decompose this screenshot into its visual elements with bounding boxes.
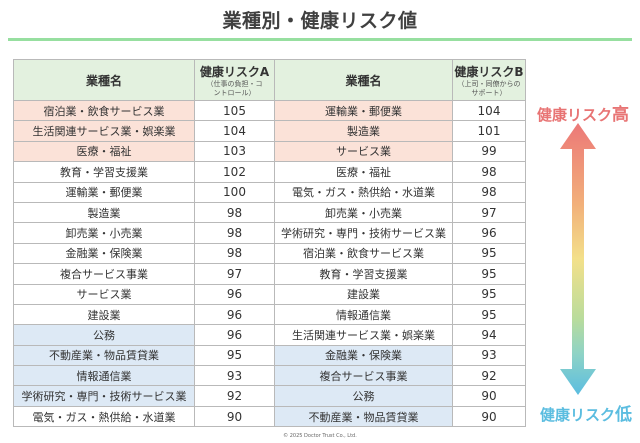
risk-b-value: 96 [452, 222, 526, 244]
industry-a-cell: 生活関連サービス業・娯楽業 [13, 120, 195, 142]
industry-b-cell: 製造業 [274, 120, 453, 142]
industry-b-cell: 宿泊業・飲食サービス業 [274, 242, 453, 265]
risk-table: 業種名 健康リスクA （仕事の負担・コントロール） 業種名 健康リスクB （上司… [13, 59, 526, 428]
table-row: 製造業 98 卸売業・小売業 97 [13, 201, 526, 224]
industry-a-cell: 複合サービス事業 [13, 263, 195, 285]
industry-a-cell: サービス業 [13, 283, 195, 305]
table-row: 生活関連サービス業・娯楽業 104 製造業 101 [13, 120, 526, 142]
industry-a-cell: 製造業 [13, 201, 195, 224]
industry-b-cell: 情報通信業 [274, 303, 453, 326]
industry-b-cell: 運輸業・郵便業 [274, 99, 453, 122]
legend-risk-low: 健康リスク低 [540, 405, 633, 425]
industry-b-cell: 複合サービス事業 [274, 365, 453, 387]
table-row: 金融業・保険業 98 宿泊業・飲食サービス業 95 [13, 242, 526, 265]
risk-a-value: 100 [194, 181, 275, 203]
risk-a-value: 98 [194, 201, 275, 224]
risk-b-value: 94 [452, 324, 526, 346]
risk-b-value: 92 [452, 365, 526, 387]
header-industry-a: 業種名 [13, 59, 195, 101]
industry-b-cell: 医療・福祉 [274, 161, 453, 183]
industry-b-cell: 教育・学習支援業 [274, 263, 453, 285]
risk-b-value: 97 [452, 201, 526, 224]
risk-a-value: 90 [194, 405, 275, 428]
table-row: 建設業 96 情報通信業 95 [13, 303, 526, 326]
table-row: 教育・学習支援業 102 医療・福祉 98 [13, 161, 526, 183]
risk-a-value: 95 [194, 344, 275, 367]
table-row: 宿泊業・飲食サービス業 105 運輸業・郵便業 104 [13, 99, 526, 122]
industry-b-cell: 学術研究・専門・技術サービス業 [274, 222, 453, 244]
header-risk-a: 健康リスクA （仕事の負担・コントロール） [194, 59, 275, 101]
table-row: 公務 96 生活関連サービス業・娯楽業 94 [13, 324, 526, 346]
table-header-row: 業種名 健康リスクA （仕事の負担・コントロール） 業種名 健康リスクB （上司… [13, 59, 526, 101]
industry-b-cell: 卸売業・小売業 [274, 201, 453, 224]
industry-b-cell: 建設業 [274, 283, 453, 305]
risk-b-value: 95 [452, 263, 526, 285]
industry-a-cell: 建設業 [13, 303, 195, 326]
header-risk-a-note: （仕事の負担・コントロール） [206, 79, 263, 97]
risk-b-value: 104 [452, 99, 526, 122]
industry-a-cell: 教育・学習支援業 [13, 161, 195, 183]
risk-b-value: 95 [452, 283, 526, 305]
table-row: サービス業 96 建設業 95 [13, 283, 526, 305]
industry-a-cell: 不動産業・物品賃貸業 [13, 344, 195, 367]
industry-b-cell: 電気・ガス・熱供給・水道業 [274, 181, 453, 203]
table-row: 学術研究・専門・技術サービス業 92 公務 90 [13, 385, 526, 407]
table-row: 情報通信業 93 複合サービス事業 92 [13, 365, 526, 387]
risk-b-value: 98 [452, 181, 526, 203]
industry-a-cell: 公務 [13, 324, 195, 346]
risk-a-value: 105 [194, 99, 275, 122]
industry-a-cell: 情報通信業 [13, 365, 195, 387]
table-row: 複合サービス事業 97 教育・学習支援業 95 [13, 263, 526, 285]
header-risk-b: 健康リスクB （上司・同僚からのサポート） [452, 59, 526, 101]
risk-b-value: 90 [452, 405, 526, 428]
table-row: 卸売業・小売業 98 学術研究・専門・技術サービス業 96 [13, 222, 526, 244]
title-underline [8, 38, 632, 41]
risk-b-value: 95 [452, 303, 526, 326]
industry-a-cell: 学術研究・専門・技術サービス業 [13, 385, 195, 407]
risk-b-value: 99 [452, 140, 526, 163]
legend-risk-high: 健康リスク高 [537, 105, 630, 125]
risk-a-value: 98 [194, 242, 275, 265]
page-title: 業種別・健康リスク値 [222, 10, 418, 32]
industry-a-cell: 電気・ガス・熱供給・水道業 [13, 405, 195, 428]
risk-gradient-arrow-icon [560, 123, 596, 395]
risk-a-value: 96 [194, 303, 275, 326]
risk-b-value: 95 [452, 242, 526, 265]
risk-a-value: 102 [194, 161, 275, 183]
industry-a-cell: 金融業・保険業 [13, 242, 195, 265]
table-row: 運輸業・郵便業 100 電気・ガス・熱供給・水道業 98 [13, 181, 526, 203]
industry-a-cell: 卸売業・小売業 [13, 222, 195, 244]
risk-b-value: 98 [452, 161, 526, 183]
risk-a-value: 97 [194, 263, 275, 285]
risk-a-value: 92 [194, 385, 275, 407]
risk-b-value: 90 [452, 385, 526, 407]
industry-a-cell: 運輸業・郵便業 [13, 181, 195, 203]
copyright: © 2025 Doctor Trust Co., Ltd. [283, 433, 357, 439]
risk-a-value: 93 [194, 365, 275, 387]
risk-b-value: 101 [452, 120, 526, 142]
risk-a-value: 103 [194, 140, 275, 163]
risk-a-value: 96 [194, 283, 275, 305]
risk-a-value: 96 [194, 324, 275, 346]
table-row: 不動産業・物品賃貸業 95 金融業・保険業 93 [13, 344, 526, 367]
industry-b-cell: 不動産業・物品賃貸業 [274, 405, 453, 428]
risk-a-value: 98 [194, 222, 275, 244]
industry-a-cell: 医療・福祉 [13, 140, 195, 163]
industry-b-cell: サービス業 [274, 140, 453, 163]
industry-a-cell: 宿泊業・飲食サービス業 [13, 99, 195, 122]
risk-b-value: 93 [452, 344, 526, 367]
table-row: 電気・ガス・熱供給・水道業 90 不動産業・物品賃貸業 90 [13, 405, 526, 428]
risk-a-value: 104 [194, 120, 275, 142]
table-row: 医療・福祉 103 サービス業 99 [13, 140, 526, 163]
industry-b-cell: 金融業・保険業 [274, 344, 453, 367]
header-industry-b: 業種名 [274, 59, 453, 101]
industry-b-cell: 生活関連サービス業・娯楽業 [274, 324, 453, 346]
header-risk-b-note: （上司・同僚からのサポート） [457, 79, 521, 97]
industry-b-cell: 公務 [274, 385, 453, 407]
